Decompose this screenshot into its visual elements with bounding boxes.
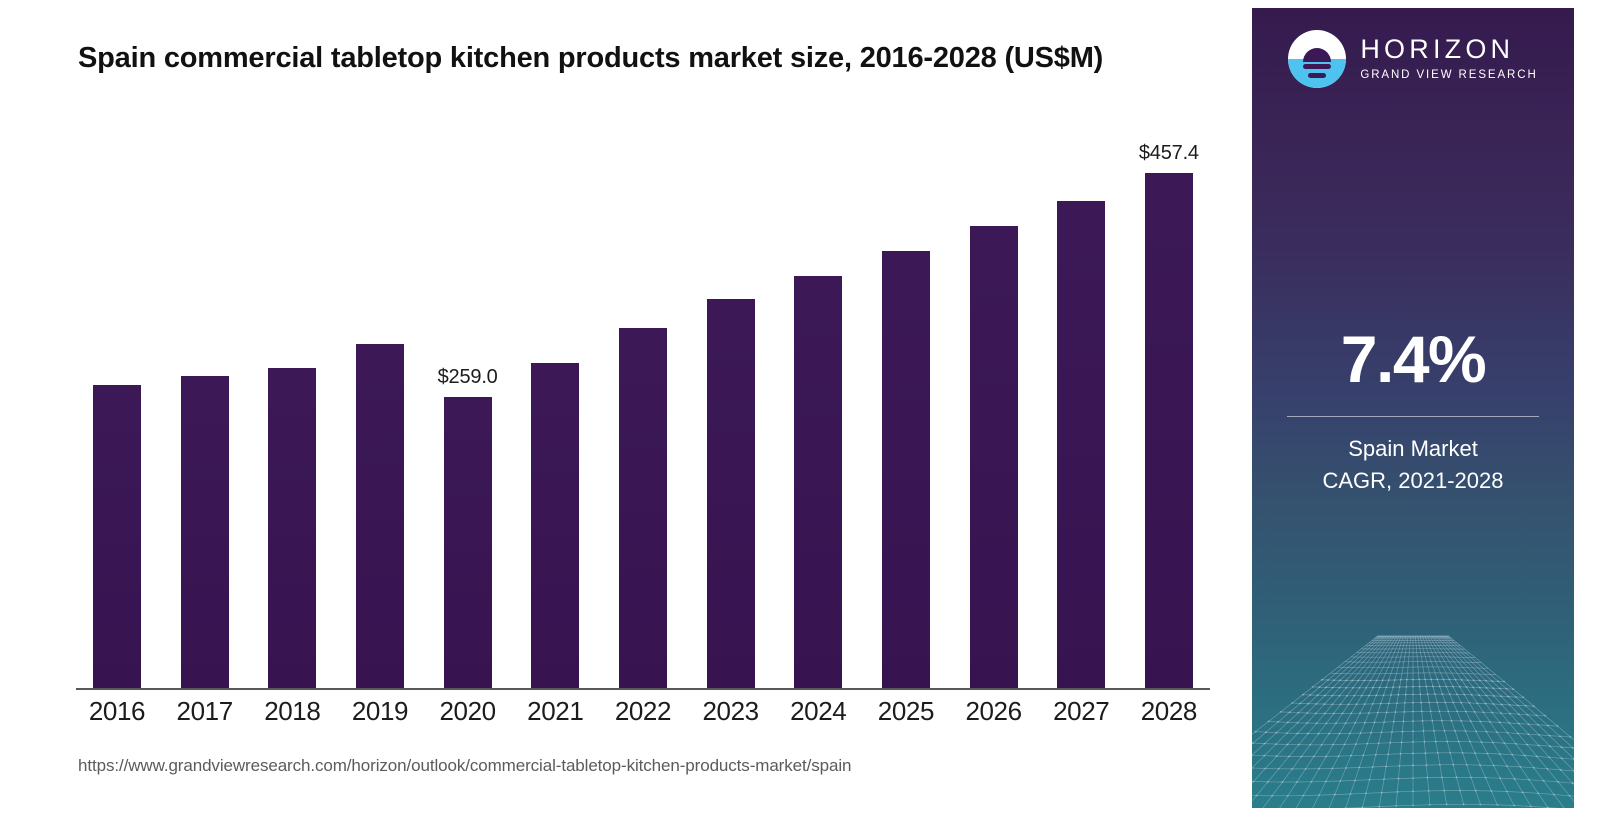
- x-axis-tick-label: 2020: [439, 696, 497, 726]
- bar[interactable]: [706, 299, 755, 688]
- bar-series: $259.0 $457.4: [78, 128, 1208, 688]
- bar-slot: [608, 128, 678, 688]
- logo-bar-upper: [1303, 64, 1332, 69]
- bar-slot: [1046, 128, 1116, 688]
- bar-value-label: $457.4: [1138, 142, 1199, 164]
- bar-chart-plot: $259.0 $457.4: [78, 128, 1208, 688]
- cagr-caption: Spain Market CAGR, 2021-2028: [1252, 433, 1574, 497]
- horizon-sunrise-icon: [1288, 30, 1347, 88]
- x-axis-tick-label: 2028: [1140, 696, 1198, 726]
- x-axis-tick-label: 2016: [88, 696, 146, 726]
- bar-slot: [345, 128, 415, 688]
- perspective-grid-graphic: [1252, 635, 1574, 808]
- brand-side-panel: HORIZON GRAND VIEW RESEARCH 7.4% Spain M…: [1252, 8, 1574, 808]
- bar[interactable]: [794, 276, 843, 688]
- bar-slot: [783, 128, 853, 688]
- bar[interactable]: [355, 344, 404, 688]
- bar-slot: [871, 128, 941, 688]
- x-axis-tick-label: 2018: [264, 696, 321, 726]
- x-axis-labels: 2016 2017 2018 2019 2020 2021 2022 2023 2024 2025…: [78, 696, 1208, 727]
- logo-sun-dome: [1303, 48, 1332, 62]
- cagr-callout: 7.4% Spain Market CAGR, 2021-2028: [1252, 326, 1574, 497]
- bar[interactable]: [180, 376, 229, 688]
- cagr-caption-line1: Spain Market: [1348, 436, 1478, 461]
- cagr-divider: [1287, 416, 1539, 417]
- brand-tagline: GRAND VIEW RESEARCH: [1360, 69, 1538, 82]
- bar[interactable]: [531, 363, 580, 688]
- bar-slot: [959, 128, 1029, 688]
- x-axis-tick-label: 2017: [176, 696, 234, 726]
- bar-slot: $457.4: [1134, 128, 1204, 688]
- x-axis-tick-label: 2023: [702, 696, 759, 726]
- bar[interactable]: [268, 368, 317, 688]
- chart-card: Spain commercial tabletop kitchen produc…: [18, 8, 1240, 808]
- x-axis-tick-label: 2022: [614, 696, 672, 726]
- cagr-caption-line2: CAGR, 2021-2028: [1322, 467, 1504, 493]
- x-axis-tick-label: 2025: [877, 696, 935, 726]
- bar[interactable]: [618, 328, 667, 688]
- bar[interactable]: [1144, 173, 1193, 688]
- bar-slot: [696, 128, 766, 688]
- x-axis-tick-label: 2021: [527, 696, 584, 726]
- cagr-value: 7.4%: [1340, 322, 1487, 396]
- bar-slot: [520, 128, 590, 688]
- bar-slot: [82, 128, 152, 688]
- bar-slot: [170, 128, 240, 688]
- page-title: Spain commercial tabletop kitchen produc…: [78, 42, 1104, 74]
- bar[interactable]: [969, 226, 1018, 688]
- x-axis-tick-label: 2027: [1053, 696, 1110, 726]
- x-axis-line: [76, 688, 1210, 690]
- x-axis-tick-label: 2024: [790, 696, 847, 726]
- brand-logo: HORIZON GRAND VIEW RESEARCH: [1252, 30, 1574, 88]
- bar[interactable]: [443, 397, 492, 688]
- brand-name: HORIZON: [1360, 34, 1515, 65]
- brand-wordmark: HORIZON GRAND VIEW RESEARCH: [1360, 36, 1537, 82]
- bar[interactable]: [881, 251, 930, 688]
- bar-value-label: $259.0: [437, 366, 498, 388]
- logo-bar-lower: [1308, 73, 1327, 78]
- x-axis-tick-label: 2026: [965, 696, 1022, 726]
- x-axis-tick-label: 2019: [351, 696, 409, 726]
- bar[interactable]: [93, 385, 141, 688]
- bar-slot: $259.0: [433, 128, 503, 688]
- bar[interactable]: [1057, 201, 1106, 688]
- bar-slot: [257, 128, 327, 688]
- source-url[interactable]: https://www.grandviewresearch.com/horizo…: [78, 756, 852, 775]
